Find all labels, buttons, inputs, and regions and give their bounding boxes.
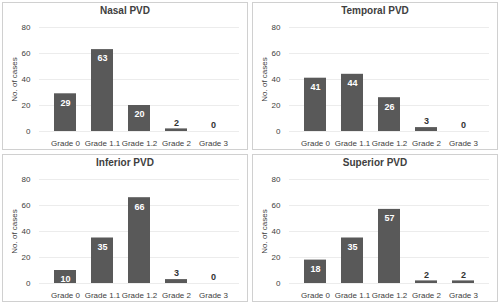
svg-text:No. of cases: No. of cases	[260, 209, 269, 253]
svg-text:20: 20	[22, 253, 31, 262]
svg-text:20: 20	[134, 109, 144, 119]
html-text:Nasal PVD: Nasal PVD	[100, 5, 150, 16]
svg-text:20: 20	[272, 101, 281, 110]
html-text:Superior PVD: Superior PVD	[342, 157, 408, 168]
svg-text:29: 29	[60, 98, 70, 108]
svg-text:0: 0	[26, 279, 31, 288]
svg-text:Grade 1.2: Grade 1.2	[372, 139, 408, 148]
svg-text:0: 0	[211, 120, 216, 130]
svg-text:0: 0	[461, 120, 466, 130]
svg-text:Grade 0: Grade 0	[51, 291, 80, 300]
svg-text:20: 20	[22, 101, 31, 110]
svg-text:Grade 2: Grade 2	[412, 139, 441, 148]
html-text:Inferior PVD: Inferior PVD	[96, 157, 154, 168]
svg-text:Grade 1.1: Grade 1.1	[85, 291, 121, 300]
svg-text:60: 60	[272, 49, 281, 58]
svg-text:35: 35	[347, 242, 357, 252]
svg-text:2: 2	[424, 270, 429, 280]
svg-text:Grade 3: Grade 3	[449, 139, 478, 148]
svg-text:10: 10	[60, 274, 70, 284]
svg-text:40: 40	[272, 75, 281, 84]
svg-text:80: 80	[272, 175, 281, 184]
svg-text:Grade 1.1: Grade 1.1	[335, 291, 371, 300]
svg-text:80: 80	[22, 175, 31, 184]
svg-text:0: 0	[276, 279, 281, 288]
svg-text:Grade 2: Grade 2	[412, 291, 441, 300]
svg-text:0: 0	[276, 127, 281, 136]
svg-text:Grade 0: Grade 0	[301, 291, 330, 300]
svg-text:0: 0	[211, 272, 216, 282]
svg-text:0: 0	[26, 127, 31, 136]
svg-text:Grade 3: Grade 3	[199, 291, 228, 300]
svg-text:Grade 3: Grade 3	[449, 291, 478, 300]
svg-text:3: 3	[424, 116, 429, 126]
svg-text:Grade 3: Grade 3	[199, 139, 228, 148]
svg-text:57: 57	[384, 213, 394, 223]
svg-text:2: 2	[174, 118, 179, 128]
svg-text:44: 44	[347, 78, 357, 88]
svg-text:3: 3	[174, 268, 179, 278]
svg-text:Grade 1.2: Grade 1.2	[122, 139, 158, 148]
svg-text:26: 26	[384, 102, 394, 112]
svg-text:Grade 0: Grade 0	[301, 139, 330, 148]
svg-text:20: 20	[272, 253, 281, 262]
svg-text:40: 40	[272, 227, 281, 236]
svg-text:40: 40	[22, 227, 31, 236]
svg-text:18: 18	[310, 264, 320, 274]
svg-text:Grade 1.2: Grade 1.2	[372, 291, 408, 300]
svg-text:63: 63	[97, 53, 107, 63]
svg-text:No. of cases: No. of cases	[260, 57, 269, 101]
svg-text:40: 40	[22, 75, 31, 84]
svg-text:41: 41	[310, 82, 320, 92]
svg-text:Grade 1.1: Grade 1.1	[85, 139, 121, 148]
svg-text:2: 2	[461, 270, 466, 280]
svg-text:Grade 1.1: Grade 1.1	[335, 139, 371, 148]
svg-text:80: 80	[272, 23, 281, 32]
svg-text:Grade 1.2: Grade 1.2	[122, 291, 158, 300]
svg-text:Grade 2: Grade 2	[162, 139, 191, 148]
svg-text:80: 80	[22, 23, 31, 32]
svg-text:60: 60	[22, 49, 31, 58]
html-text:Temporal PVD: Temporal PVD	[341, 5, 409, 16]
svg-text:60: 60	[272, 201, 281, 210]
svg-text:66: 66	[134, 202, 144, 212]
svg-text:Grade 2: Grade 2	[162, 291, 191, 300]
svg-text:Grade 0: Grade 0	[51, 139, 80, 148]
svg-text:35: 35	[97, 242, 107, 252]
svg-text:No. of cases: No. of cases	[10, 209, 19, 253]
svg-text:60: 60	[22, 201, 31, 210]
svg-text:No. of cases: No. of cases	[10, 57, 19, 101]
